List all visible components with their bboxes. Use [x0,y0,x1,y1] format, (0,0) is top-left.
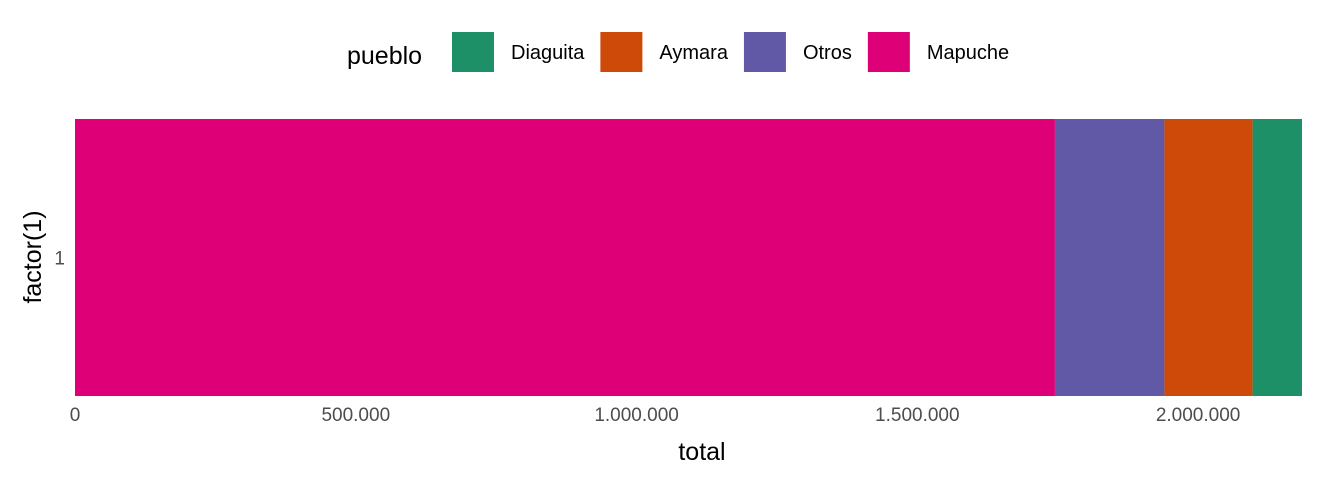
legend-label-mapuche: Mapuche [927,42,1009,64]
x-tick-label: 1.500.000 [875,405,960,426]
legend-entries: Diaguita Aymara Otros Mapuche [452,32,1009,72]
legend-key-diaguita [452,32,494,72]
bar-segment-aymara [1164,119,1253,396]
legend-title: pueblo [347,42,422,70]
y-axis-ticks: 1 [54,249,65,270]
bar-segment-otros [1054,119,1165,396]
legend-label-aymara: Aymara [659,42,728,64]
legend-item-aymara: Aymara [600,32,729,72]
bar-segment-diaguita [1252,119,1302,396]
legend-label-diaguita: Diaguita [511,42,585,64]
legend-item-mapuche: Mapuche [867,32,1009,72]
x-tick-label: 500.000 [321,405,390,426]
bar-stack [75,119,1302,396]
legend-key-mapuche [867,32,910,72]
legend-label-otros: Otros [803,42,852,64]
bar-segment-mapuche [75,119,1055,396]
x-axis-title: total [678,438,725,466]
y-axis-title: factor(1) [19,210,47,303]
legend-key-otros [743,32,786,72]
legend-item-otros: Otros [743,32,852,72]
x-tick-label: 1.000.000 [594,405,679,426]
y-tick-label: 1 [54,249,65,270]
legend-item-diaguita: Diaguita [452,32,585,72]
legend-key-aymara [600,32,643,72]
legend: pueblo Diaguita Aymara Otros Mapuche [347,32,1009,72]
x-tick-label: 0 [70,405,81,426]
x-axis-ticks: 0 500.000 1.000.000 1.500.000 2.000.000 [70,405,1241,426]
x-tick-label: 2.000.000 [1156,405,1241,426]
